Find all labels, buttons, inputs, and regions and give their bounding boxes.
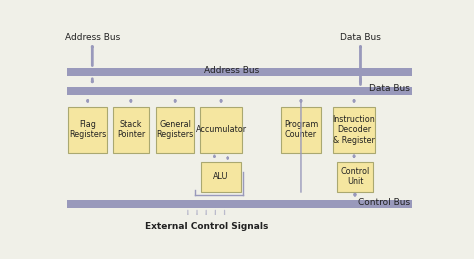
Bar [68, 107, 107, 153]
Text: External Control Signals: External Control Signals [145, 221, 268, 231]
Bar [66, 68, 412, 76]
Text: Stack
Pointer: Stack Pointer [117, 120, 145, 140]
Text: Control
Unit: Control Unit [340, 167, 370, 186]
Text: Flag
Registers: Flag Registers [69, 120, 106, 140]
Bar [333, 107, 375, 153]
Bar [201, 162, 241, 192]
Text: Control Bus: Control Bus [358, 198, 410, 207]
Bar [337, 162, 374, 192]
Bar [66, 200, 412, 207]
Text: General
Registers: General Registers [156, 120, 194, 140]
Bar [112, 107, 149, 153]
Text: Address Bus: Address Bus [204, 67, 260, 75]
Text: Instruction
Decoder
& Register: Instruction Decoder & Register [333, 115, 375, 145]
Bar [156, 107, 194, 153]
Text: Data Bus: Data Bus [369, 84, 410, 93]
Text: Address Bus: Address Bus [64, 33, 120, 42]
Text: ALU: ALU [213, 172, 228, 181]
Text: Data Bus: Data Bus [340, 33, 381, 42]
Bar [281, 107, 321, 153]
Bar [66, 87, 412, 95]
Bar [200, 107, 242, 153]
Text: Program
Counter: Program Counter [284, 120, 318, 140]
Text: Accumulator: Accumulator [195, 125, 246, 134]
